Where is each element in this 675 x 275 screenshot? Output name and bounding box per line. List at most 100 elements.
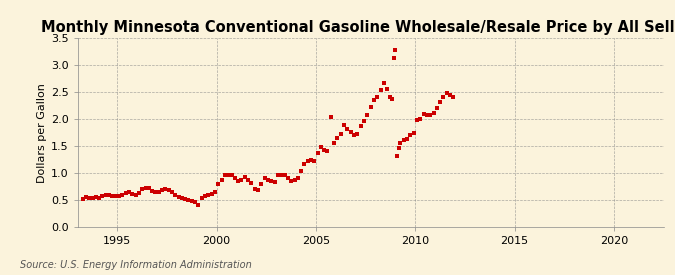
Point [289,178,300,182]
Point [223,173,234,177]
Text: Source: U.S. Energy Information Administration: Source: U.S. Energy Information Administ… [20,260,252,270]
Point [230,176,240,181]
Point [276,173,287,177]
Point [418,112,429,116]
Point [97,194,108,198]
Point [233,179,244,183]
Point [425,113,435,117]
Point [259,176,270,181]
Point [315,145,326,149]
Point [266,179,277,183]
Point [207,191,217,196]
Point [124,190,134,194]
Point [246,181,256,185]
Point [153,190,164,195]
Point [200,194,211,198]
Point [236,177,247,182]
Point [352,131,362,136]
Point [282,176,293,181]
Title: Monthly Minnesota Conventional Gasoline Wholesale/Resale Price by All Sellers: Monthly Minnesota Conventional Gasoline … [40,20,675,35]
Point [372,94,383,99]
Point [101,192,111,197]
Point [286,179,296,183]
Point [395,141,406,146]
Point [117,193,128,197]
Point [107,193,117,198]
Point [365,105,376,109]
Point [292,176,303,181]
Point [402,137,412,141]
Point [127,191,138,196]
Point [94,196,105,200]
Point [77,197,88,201]
Point [120,191,131,195]
Point [335,131,346,136]
Point [216,177,227,182]
Point [412,118,423,122]
Point [362,113,373,118]
Point [392,154,402,158]
Point [296,169,306,174]
Point [137,187,148,191]
Point [415,117,426,122]
Point [438,94,449,99]
Point [394,145,404,150]
Point [249,187,260,191]
Point [143,186,154,190]
Point [196,196,207,200]
Point [369,98,379,103]
Point [173,195,184,199]
Point [379,81,389,85]
Point [219,172,230,177]
Point [146,189,157,193]
Point [163,188,174,192]
Point [388,56,399,60]
Point [387,97,398,101]
Point [167,190,178,194]
Point [263,178,273,182]
Point [279,172,290,177]
Point [385,94,396,99]
Point [84,196,95,200]
Point [312,151,323,155]
Point [80,194,91,199]
Point [113,194,124,198]
Point [90,195,101,199]
Point [87,196,98,200]
Point [186,199,197,203]
Point [110,194,121,198]
Point [273,172,284,177]
Point [130,192,141,197]
Point [306,157,317,162]
Point [203,192,214,197]
Y-axis label: Dollars per Gallon: Dollars per Gallon [36,83,47,183]
Point [226,173,237,177]
Point [441,91,452,96]
Point [210,190,221,194]
Point [213,182,223,186]
Point [309,158,320,163]
Point [346,130,356,134]
Point [325,114,336,119]
Point [435,100,446,104]
Point [190,200,200,204]
Point [319,148,329,152]
Point [358,119,369,123]
Point [134,191,144,195]
Point [355,123,366,128]
Point [421,113,432,118]
Point [157,188,167,192]
Point [375,87,386,92]
Point [183,198,194,202]
Point [180,197,190,202]
Point [448,94,459,99]
Point [431,106,442,111]
Point [242,178,253,182]
Point [390,48,401,53]
Point [339,122,350,127]
Point [176,196,187,200]
Point [428,111,439,115]
Point [381,86,392,91]
Point [342,127,353,131]
Point [256,182,267,186]
